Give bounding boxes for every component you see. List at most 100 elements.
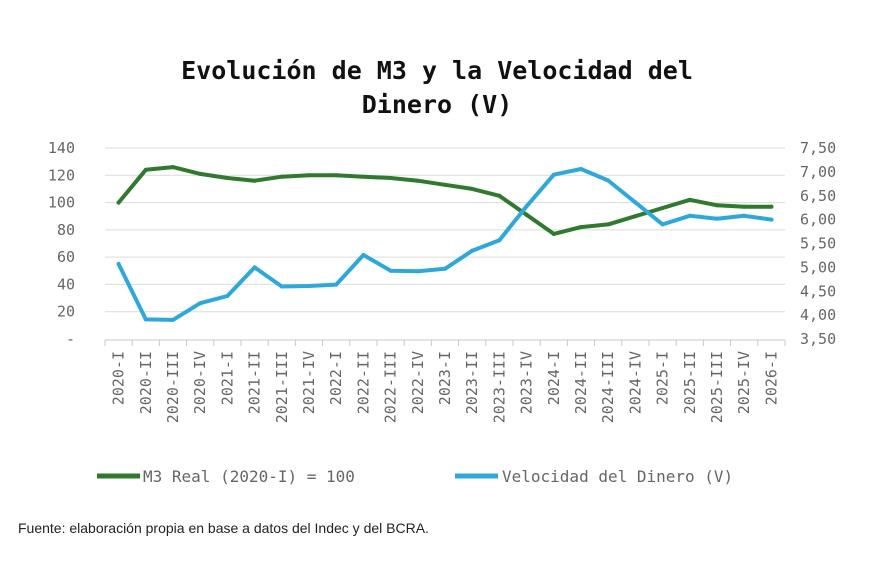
data-point xyxy=(198,171,203,176)
data-point xyxy=(334,173,339,178)
data-point xyxy=(116,262,121,267)
data-point xyxy=(606,222,611,227)
right-y-axis: 3,50 4,00 4,50 5,00 5,50 6,00 6,50 7,00 7,50 xyxy=(800,139,836,348)
x-tick-label: 2023-IV xyxy=(518,351,536,414)
right-tick-label: 7,50 xyxy=(800,139,836,157)
left-tick-label: 20 xyxy=(57,303,75,321)
x-tick-label: 2022-I xyxy=(327,351,345,405)
data-point xyxy=(279,284,284,289)
source-note: Fuente: elaboración propia en base a dat… xyxy=(18,520,429,536)
left-tick-label: 140 xyxy=(48,139,75,157)
x-tick-label: 2021-IV xyxy=(300,351,318,414)
right-tick-label: 5,00 xyxy=(800,258,836,276)
data-point xyxy=(524,212,529,217)
data-point xyxy=(443,182,447,187)
series-line-velocidad xyxy=(116,167,774,322)
data-point xyxy=(334,282,339,287)
data-point xyxy=(715,216,719,221)
right-tick-label: 4,50 xyxy=(800,282,836,300)
x-tick-label: 2022-III xyxy=(382,351,400,423)
x-tick-label: 2024-I xyxy=(545,351,563,405)
left-y-axis: - 20 40 60 80 100 120 140 xyxy=(48,139,75,348)
x-tick-label: 2022-IV xyxy=(409,351,427,414)
data-point xyxy=(470,186,475,191)
data-point xyxy=(171,317,175,322)
right-tick-label: 3,50 xyxy=(800,330,836,348)
series-lines xyxy=(116,165,774,322)
data-point xyxy=(579,167,583,172)
x-tick-label: 2020-IV xyxy=(191,351,209,414)
x-tick-label: 2023-II xyxy=(463,351,481,414)
left-tick-label: 80 xyxy=(57,221,75,239)
x-tick-label: 2024-II xyxy=(572,351,590,414)
left-tick-label: 100 xyxy=(48,194,75,212)
data-point xyxy=(687,213,692,218)
data-point xyxy=(579,225,583,230)
x-tick-label: 2021-I xyxy=(218,351,236,405)
data-point xyxy=(633,214,638,219)
x-tick-label: 2020-I xyxy=(110,351,128,405)
data-point xyxy=(198,301,203,306)
left-tick-label: 40 xyxy=(57,275,75,293)
data-point xyxy=(307,173,311,178)
chart-title-line-1: Evolución de M3 y la Velocidad del xyxy=(181,56,693,85)
x-tick-label: 2020-II xyxy=(137,351,155,414)
legend-label-velocidad: Velocidad del Dinero (V) xyxy=(502,467,733,486)
data-point xyxy=(660,206,665,211)
right-tick-label: 4,00 xyxy=(800,306,836,324)
x-tick-label: 2024-IV xyxy=(626,351,644,414)
legend-label-m3: M3 Real (2020-I) = 100 xyxy=(143,467,355,486)
data-point xyxy=(252,265,257,270)
data-point xyxy=(660,222,665,227)
data-point xyxy=(524,204,529,209)
data-point xyxy=(307,283,311,288)
right-tick-label: 7,00 xyxy=(800,163,836,181)
x-tick-label: 2021-III xyxy=(273,351,291,423)
data-point xyxy=(606,178,611,183)
data-point xyxy=(551,172,556,177)
data-point xyxy=(252,178,257,183)
data-point xyxy=(769,204,774,209)
data-point xyxy=(415,178,420,183)
data-point xyxy=(361,252,366,257)
data-point xyxy=(497,238,502,243)
data-point xyxy=(633,200,638,205)
data-point xyxy=(715,203,719,208)
x-tick-label: 2023-I xyxy=(436,351,454,405)
x-tick-label: 2021-II xyxy=(246,351,264,414)
data-point xyxy=(225,294,230,299)
data-point xyxy=(443,266,447,271)
right-tick-label: 5,50 xyxy=(800,235,836,253)
data-point xyxy=(143,317,148,322)
x-tick-label: 2023-III xyxy=(490,351,508,423)
data-point xyxy=(388,268,393,273)
legend: M3 Real (2020-I) = 100 Velocidad del Din… xyxy=(97,467,733,486)
left-tick-label: 60 xyxy=(57,248,75,266)
x-tick-label: 2022-II xyxy=(354,351,372,414)
data-point xyxy=(769,217,774,222)
data-point xyxy=(470,248,475,253)
data-point xyxy=(143,167,148,172)
data-point xyxy=(415,269,420,274)
data-point xyxy=(116,200,121,205)
grid-lines xyxy=(105,147,785,313)
chart-title: Evolución de M3 y la Velocidad del Diner… xyxy=(181,56,693,119)
data-point xyxy=(742,204,747,209)
series-line-m3 xyxy=(116,165,774,236)
chart-title-line-2: Dinero (V) xyxy=(362,90,513,119)
x-tick-label: 2025-II xyxy=(681,351,699,414)
data-point xyxy=(687,197,692,202)
x-axis: 2020-I 2020-II 2020-III 2020-IV 2021-I 2021-I… xyxy=(104,339,786,423)
data-point xyxy=(551,231,556,236)
right-tick-label: 6,00 xyxy=(800,211,836,229)
left-tick-label: 120 xyxy=(48,166,75,184)
x-tick-label: 2025-I xyxy=(654,351,672,405)
x-tick-label: 2026-I xyxy=(762,351,780,405)
x-tick-label: 2020-III xyxy=(164,351,182,423)
data-point xyxy=(279,174,284,179)
data-point xyxy=(388,176,393,181)
data-point xyxy=(361,174,366,179)
data-point xyxy=(171,165,175,170)
x-tick-label: 2025-IV xyxy=(735,351,753,414)
